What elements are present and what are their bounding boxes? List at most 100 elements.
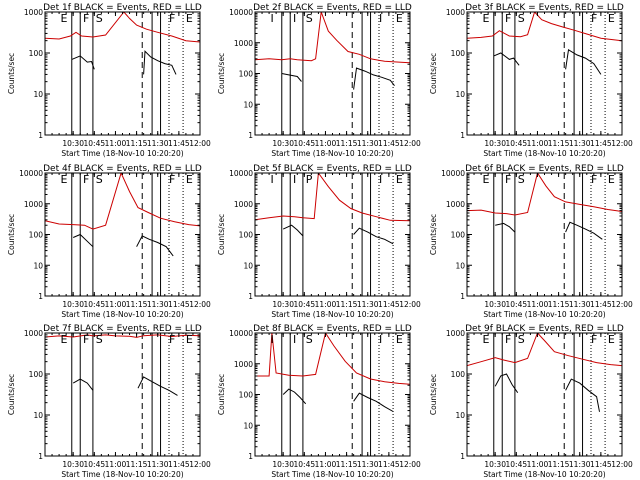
- phase-marker: I: [271, 333, 274, 346]
- x-axis-label: Start Time (18-Nov-10 10:20:20): [483, 149, 605, 158]
- x-tick-label: 11:30: [357, 460, 379, 469]
- y-tick-label: 10: [33, 90, 43, 99]
- y-tick-label: 1000: [24, 329, 43, 338]
- x-tick-label: 10:45: [84, 139, 106, 148]
- y-tick-label: 100: [29, 370, 44, 379]
- phase-marker: F: [505, 12, 511, 25]
- y-tick-label: 10000: [229, 8, 253, 17]
- x-tick-label: 10:30: [62, 300, 84, 309]
- y-tick-label: 10000: [229, 329, 253, 338]
- phase-marker: I: [271, 173, 274, 186]
- y-tick-label: 100: [451, 49, 466, 58]
- lld-series-line: [45, 173, 200, 230]
- y-tick-label: 1: [248, 452, 253, 461]
- y-axis-label: Counts/sec: [7, 214, 16, 255]
- plot-frame: [254, 11, 411, 136]
- x-tick-label: 11:45: [378, 460, 400, 469]
- x-tick-label: 11:15: [548, 139, 570, 148]
- y-tick-label: 10000: [19, 169, 43, 178]
- phase-marker: S: [96, 333, 103, 346]
- x-tick-label: 11:15: [126, 139, 148, 148]
- phase-marker: F: [169, 333, 175, 346]
- y-tick-label: 1000: [234, 360, 253, 369]
- phase-marker: E: [483, 333, 490, 346]
- x-tick-label: 10:30: [272, 139, 294, 148]
- phase-marker: E: [61, 333, 68, 346]
- panel-title: Det 2f BLACK = Events, RED = LLD: [253, 3, 412, 13]
- panel-title: Det 4f BLACK = Events, RED = LLD: [43, 164, 202, 174]
- y-tick-label: 100: [451, 231, 466, 240]
- x-tick-label: 11:45: [168, 139, 190, 148]
- events-series-line: [353, 67, 395, 90]
- x-tick-label: 11:15: [126, 460, 148, 469]
- phase-marker: E: [608, 333, 615, 346]
- y-tick-label: 1: [248, 292, 253, 301]
- x-tick-label: 11:30: [147, 300, 169, 309]
- x-tick-label: 11:45: [590, 460, 612, 469]
- phase-marker: E: [186, 173, 193, 186]
- phase-marker: S: [306, 333, 313, 346]
- lld-series-line: [255, 333, 410, 385]
- phase-marker: I: [379, 12, 382, 25]
- x-tick-label: 11:15: [336, 139, 358, 148]
- phase-marker: E: [186, 12, 193, 25]
- lld-series-line: [467, 12, 622, 42]
- x-tick-label: 11:45: [590, 300, 612, 309]
- y-tick-label: 1: [460, 452, 465, 461]
- y-tick-label: 10000: [229, 169, 253, 178]
- y-tick-label: 1: [460, 292, 465, 301]
- lld-series-line: [467, 333, 622, 367]
- x-tick-label: 12:00: [611, 460, 633, 469]
- x-tick-label: 11:15: [336, 300, 358, 309]
- events-series-line: [282, 224, 304, 237]
- x-axis-label: Start Time (18-Nov-10 10:20:20): [271, 310, 393, 319]
- x-tick-label: 11:45: [378, 300, 400, 309]
- x-tick-label: 10:30: [484, 300, 506, 309]
- phase-marker: E: [61, 12, 68, 25]
- y-tick-label: 100: [239, 70, 254, 79]
- y-tick-label: 10: [33, 261, 43, 270]
- phase-marker: F: [169, 173, 175, 186]
- phase-marker: I: [293, 12, 296, 25]
- phase-marker: E: [483, 12, 490, 25]
- y-tick-label: 10: [243, 421, 253, 430]
- phase-marker: S: [518, 333, 525, 346]
- events-series-line: [353, 227, 394, 245]
- x-tick-label: 11:30: [147, 460, 169, 469]
- plot-frame: [44, 172, 201, 297]
- x-tick-label: 11:45: [378, 139, 400, 148]
- x-tick-label: 11:00: [105, 460, 127, 469]
- plot-frame: [466, 172, 623, 297]
- x-axis-label: Start Time (18-Nov-10 10:20:20): [483, 310, 605, 319]
- phase-marker: S: [306, 12, 313, 25]
- x-tick-label: 10:30: [484, 139, 506, 148]
- x-tick-label: 11:45: [168, 300, 190, 309]
- x-tick-label: 12:00: [399, 300, 421, 309]
- phase-marker: I: [379, 173, 382, 186]
- events-series-line: [494, 373, 519, 393]
- x-tick-label: 10:30: [62, 460, 84, 469]
- x-tick-label: 11:30: [569, 300, 591, 309]
- y-tick-label: 100: [29, 49, 44, 58]
- panel-title: Det 3f BLACK = Events, RED = LLD: [465, 3, 624, 13]
- x-tick-label: 10:45: [506, 460, 528, 469]
- x-tick-label: 11:30: [357, 139, 379, 148]
- lld-series-line: [45, 334, 200, 338]
- y-tick-label: 1: [248, 131, 253, 140]
- y-axis-label: Counts/sec: [217, 214, 226, 255]
- x-tick-label: 11:30: [569, 460, 591, 469]
- phase-marker: F: [83, 333, 89, 346]
- phase-marker: F: [591, 173, 597, 186]
- panel-title: Det 5f BLACK = Events, RED = LLD: [253, 164, 412, 174]
- events-series-line: [493, 52, 520, 66]
- x-tick-label: 11:15: [336, 460, 358, 469]
- x-tick-label: 11:30: [147, 139, 169, 148]
- events-series-line: [71, 55, 95, 70]
- phase-marker: F: [169, 12, 175, 25]
- phase-marker: F: [505, 173, 511, 186]
